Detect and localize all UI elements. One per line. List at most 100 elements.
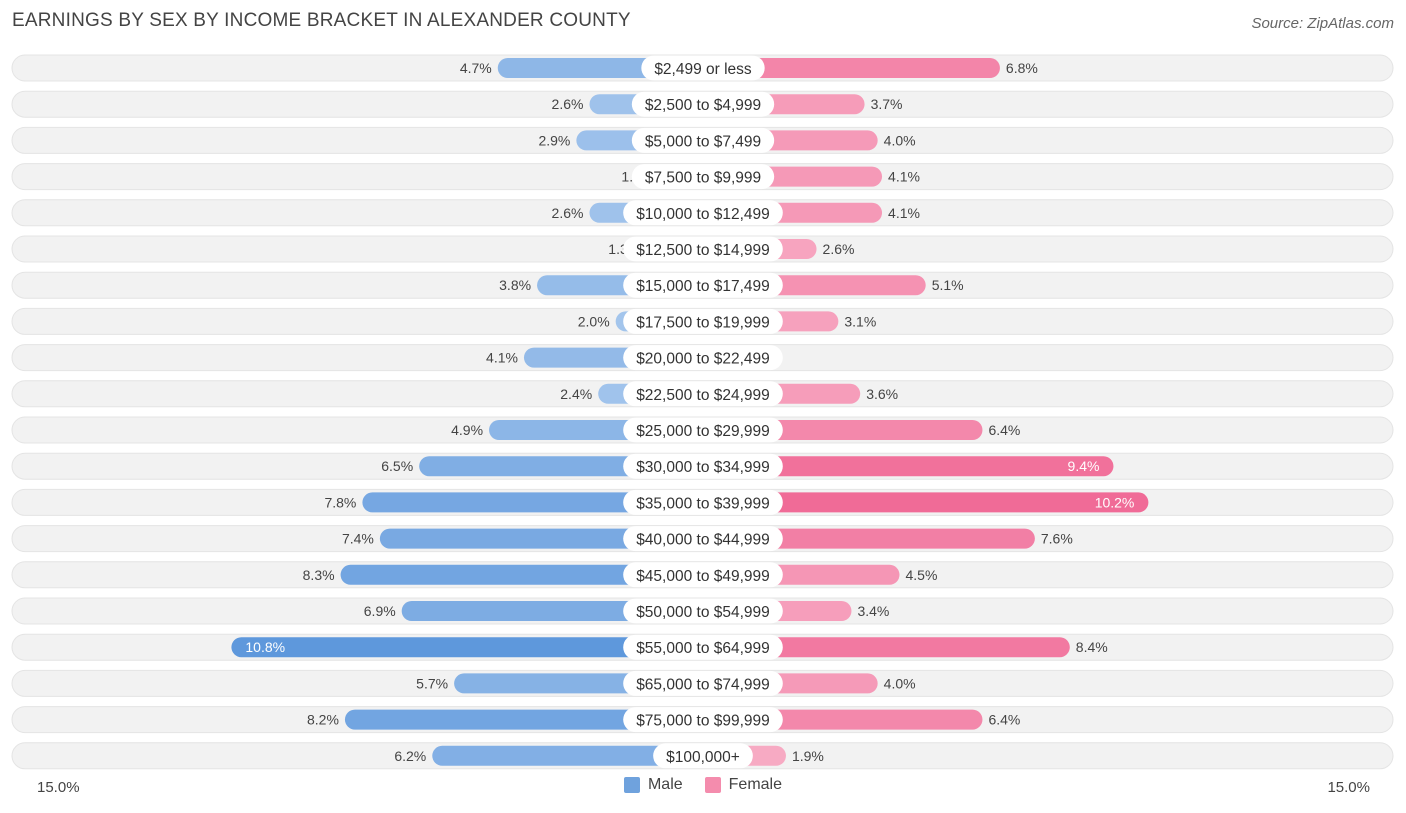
category-label: $20,000 to $22,499 [636,351,770,368]
female-value-label: 5.1% [932,277,964,293]
category-label: $2,499 or less [654,61,752,78]
category-label: $5,000 to $7,499 [645,133,761,150]
category-pill [623,707,783,733]
category-label: $2,500 to $4,999 [645,97,761,114]
category-pill [623,634,783,660]
category-label: $50,000 to $54,999 [636,604,770,621]
female-value-label: 1.9% [792,748,824,764]
female-bar [703,637,1070,658]
male-value-label: 7.8% [324,494,356,510]
legend: Male Female [0,776,1406,794]
female-value-label: 4.1% [888,169,920,185]
category-pill [631,164,775,190]
category-pill [623,526,783,552]
legend-swatch-male [623,777,640,793]
category-label: $22,500 to $24,999 [636,387,770,404]
category-pill [623,670,783,696]
male-value-label: 6.5% [381,458,413,474]
male-bar [362,492,703,513]
male-value-label: 2.6% [552,205,584,221]
female-value-label: 2.6% [823,241,855,257]
category-pill [653,743,753,769]
female-value-label: 3.4% [857,603,889,619]
category-pill [631,127,775,153]
male-value-label: 2.0% [578,313,610,329]
male-value-label: 5.7% [416,675,448,691]
category-label: $45,000 to $49,999 [636,568,770,585]
category-pill [623,417,783,443]
category-label: $25,000 to $29,999 [636,423,770,440]
male-bar [344,709,703,730]
legend-label-female: Female [728,776,783,793]
category-label: $10,000 to $12,499 [636,206,770,223]
category-pill [623,598,783,624]
female-value-label: 4.0% [884,675,916,691]
category-label: $17,500 to $19,999 [636,314,770,331]
category-pill [623,453,783,479]
male-value-label: 6.9% [364,603,396,619]
category-label: $15,000 to $17,499 [636,278,770,295]
female-value-label: 3.1% [844,313,876,329]
male-bar [340,564,703,585]
source-credit: Source: ZipAtlas.com [1251,15,1394,32]
female-bar [703,492,1149,513]
male-value-label: 4.9% [451,422,483,438]
axis-label-right: 15.0% [1327,779,1370,796]
category-label: $65,000 to $74,999 [636,676,770,693]
chart-title: EARNINGS BY SEX BY INCOME BRACKET IN ALE… [12,10,631,31]
female-value-label: 7.6% [1041,531,1073,547]
female-value-label: 6.8% [1006,60,1038,76]
male-value-label: 7.4% [342,531,374,547]
female-value-label: 4.0% [884,132,916,148]
category-label: $75,000 to $99,999 [636,713,770,730]
male-bar [379,528,703,549]
female-value-label: 3.6% [866,386,898,402]
category-label: $30,000 to $34,999 [636,459,770,476]
female-value-label: 4.1% [888,205,920,221]
male-value-label: 4.1% [486,350,518,366]
legend-item-male[interactable]: Male [623,776,683,794]
female-value-label: 4.5% [906,567,938,583]
category-pill [623,345,783,371]
male-value-label: 10.8% [245,639,285,655]
axis-label-left: 15.0% [37,779,80,796]
male-value-label: 2.9% [538,132,570,148]
male-value-label: 4.7% [460,60,492,76]
category-pill [623,562,783,588]
male-bar [231,637,703,658]
legend-label-male: Male [647,776,683,793]
female-value-label: 6.4% [988,422,1020,438]
male-value-label: 8.2% [307,712,339,728]
category-pill [623,236,783,262]
female-bar [703,528,1035,549]
category-label: $55,000 to $64,999 [636,640,770,657]
legend-swatch-female [704,777,721,793]
category-pill [623,308,783,334]
category-pill [623,200,783,226]
female-value-label: 9.4% [1068,458,1100,474]
category-label: $35,000 to $39,999 [636,495,770,512]
legend-item-female[interactable]: Female [704,776,783,794]
category-pill [623,272,783,298]
category-label: $7,500 to $9,999 [645,170,761,187]
category-label: $12,500 to $14,999 [636,242,770,259]
male-value-label: 2.4% [560,386,592,402]
female-value-label: 10.2% [1095,494,1135,510]
category-pill [641,55,765,81]
category-label: $100,000+ [666,749,740,766]
male-value-label: 3.8% [499,277,531,293]
male-value-label: 2.6% [552,96,584,112]
female-value-label: 3.7% [871,96,903,112]
female-bar [703,58,1000,78]
male-value-label: 6.2% [394,748,426,764]
category-label: $40,000 to $44,999 [636,532,770,549]
category-pill [623,489,783,515]
female-bar [703,456,1114,477]
category-pill [623,381,783,407]
female-value-label: 6.4% [988,712,1020,728]
female-value-label: 8.4% [1076,639,1108,655]
category-pill [631,91,775,117]
male-bar [432,745,703,766]
male-value-label: 8.3% [303,567,335,583]
